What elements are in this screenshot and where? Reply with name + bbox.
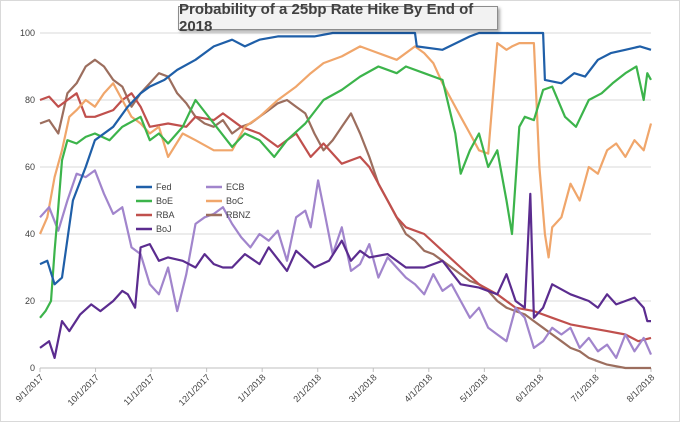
y-tick-label-80: 80 [25, 95, 35, 105]
series-line-boj [39, 192, 651, 359]
series-line-ecb [39, 169, 653, 359]
y-tick-label-100: 100 [20, 28, 35, 38]
series-line-fed [39, 31, 652, 286]
y-tick-label-0: 0 [30, 363, 35, 373]
legend-label-rbnz: RBNZ [226, 210, 251, 220]
y-tick-label-40: 40 [25, 229, 35, 239]
series-line-boe [39, 65, 652, 319]
legend-label-rba: RBA [156, 210, 175, 220]
chart-title: Probability of a 25bp Rate Hike By End o… [179, 1, 474, 35]
chart-title-box: Probability of a 25bp Rate Hike By End o… [178, 1, 498, 35]
legend-label-ecb: ECB [226, 182, 245, 192]
y-tick-label-60: 60 [25, 162, 35, 172]
legend-label-fed: Fed [156, 182, 172, 192]
legend-label-boe: BoE [156, 196, 173, 206]
legend-label-boj: BoJ [156, 224, 172, 234]
series-line-boc [38, 42, 653, 259]
legend: Fed BoE RBA BoJ ECB BoC RBNZ [136, 182, 251, 234]
series-layer [38, 31, 653, 370]
y-tick-label-20: 20 [25, 296, 35, 306]
legend-label-boc: BoC [226, 196, 244, 206]
y-axis-labels: 0 20 40 60 80 100 [20, 28, 35, 373]
